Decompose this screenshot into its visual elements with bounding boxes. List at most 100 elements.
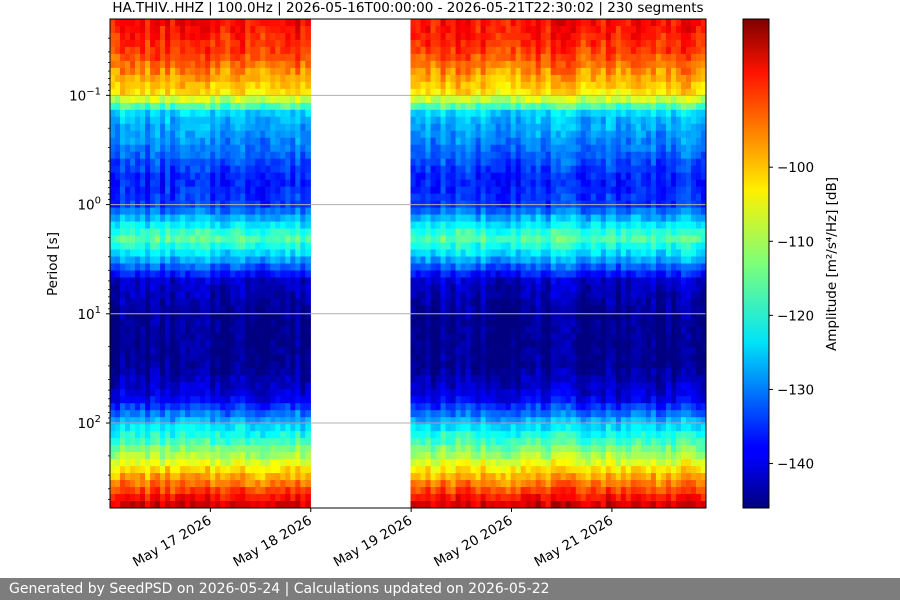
heatmap-cell: [435, 67, 442, 76]
heatmap-cell: [115, 88, 121, 97]
heatmap-cell: [195, 123, 201, 132]
heatmap-cell: [560, 53, 567, 62]
heatmap-cell: [140, 109, 146, 118]
heatmap-cell: [255, 347, 261, 355]
heatmap-cell: [175, 389, 181, 397]
heatmap-cell: [450, 333, 457, 341]
heatmap-cell: [305, 193, 311, 202]
heatmap-cell: [240, 249, 246, 258]
heatmap-cell: [445, 158, 452, 167]
heatmap-cell: [550, 319, 557, 327]
heatmap-cell: [280, 60, 286, 69]
heatmap-cell: [270, 389, 276, 397]
heatmap-cell: [210, 375, 216, 383]
heatmap-cell: [440, 459, 447, 467]
heatmap-cell: [515, 263, 522, 272]
heatmap-cell: [235, 368, 241, 376]
heatmap-cell: [520, 410, 527, 418]
heatmap-cell: [265, 354, 271, 362]
heatmap-cell: [275, 305, 281, 313]
heatmap-cell: [470, 32, 477, 41]
heatmap-cell: [210, 123, 216, 132]
heatmap-cell: [420, 228, 427, 237]
heatmap-cell: [550, 67, 557, 76]
heatmap-cell: [275, 494, 281, 502]
heatmap-cell: [210, 67, 216, 76]
heatmap-cell: [425, 179, 432, 188]
heatmap-cell: [165, 130, 171, 139]
heatmap-cell: [505, 480, 512, 488]
heatmap-cell: [305, 375, 311, 383]
heatmap-cell: [145, 221, 151, 230]
heatmap-cell: [195, 473, 201, 481]
heatmap-cell: [260, 340, 266, 348]
heatmap-cell: [120, 466, 126, 474]
heatmap-cell: [170, 46, 176, 55]
heatmap-cell: [240, 137, 246, 146]
heatmap-cell: [445, 207, 452, 216]
heatmap-cell: [455, 165, 462, 174]
heatmap-cell: [240, 109, 246, 118]
heatmap-cell: [140, 291, 146, 300]
heatmap-cell: [155, 410, 161, 418]
heatmap-cell: [425, 452, 432, 460]
heatmap-cell: [300, 354, 306, 362]
heatmap-cell: [485, 19, 492, 27]
heatmap-cell: [180, 242, 186, 251]
heatmap-cell: [470, 158, 477, 167]
heatmap-cell: [410, 74, 417, 83]
heatmap-cell: [140, 396, 146, 404]
heatmap-cell: [280, 221, 286, 230]
heatmap-cell: [170, 389, 176, 397]
heatmap-cell: [190, 60, 196, 69]
heatmap-cell: [175, 88, 181, 97]
heatmap-cell: [435, 382, 442, 390]
heatmap-cell: [115, 459, 121, 467]
heatmap-cell: [300, 438, 306, 446]
heatmap-cell: [260, 214, 266, 223]
heatmap-cell: [205, 172, 211, 181]
heatmap-cell: [535, 102, 542, 111]
heatmap-cell: [185, 19, 191, 27]
heatmap-cell: [455, 501, 462, 508]
heatmap-cell: [225, 165, 231, 174]
heatmap-cell: [435, 452, 442, 460]
heatmap-cell: [515, 473, 522, 481]
heatmap-cell: [130, 354, 136, 362]
heatmap-cell: [110, 354, 116, 362]
heatmap-cell: [545, 340, 552, 348]
heatmap-cell: [200, 116, 206, 125]
heatmap-cell: [200, 410, 206, 418]
heatmap-cell: [410, 186, 417, 195]
heatmap-cell: [480, 452, 487, 460]
heatmap-cell: [410, 137, 417, 146]
heatmap-cell: [145, 137, 151, 146]
heatmap-cell: [175, 116, 181, 125]
heatmap-cell: [270, 319, 276, 327]
heatmap-cell: [535, 109, 542, 118]
heatmap-cell: [215, 305, 221, 313]
heatmap-cell: [520, 417, 527, 425]
heatmap-cell: [425, 165, 432, 174]
heatmap-cell: [510, 179, 517, 188]
heatmap-cell: [250, 326, 256, 334]
heatmap-cell: [270, 410, 276, 418]
heatmap-cell: [120, 158, 126, 167]
heatmap-cell: [265, 333, 271, 341]
heatmap-cell: [295, 473, 301, 481]
heatmap-cell: [500, 340, 507, 348]
heatmap-cell: [535, 81, 542, 90]
heatmap-cell: [240, 25, 246, 34]
heatmap-cell: [170, 207, 176, 216]
heatmap-cell: [230, 347, 236, 355]
heatmap-cell: [150, 305, 156, 313]
heatmap-cell: [525, 102, 532, 111]
heatmap-cell: [565, 102, 572, 111]
heatmap-cell: [235, 319, 241, 327]
heatmap-cell: [460, 144, 467, 153]
heatmap-cell: [270, 95, 276, 104]
heatmap-cell: [495, 67, 502, 76]
heatmap-cell: [155, 53, 161, 62]
heatmap-cell: [200, 480, 206, 488]
heatmap-cell: [485, 494, 492, 502]
